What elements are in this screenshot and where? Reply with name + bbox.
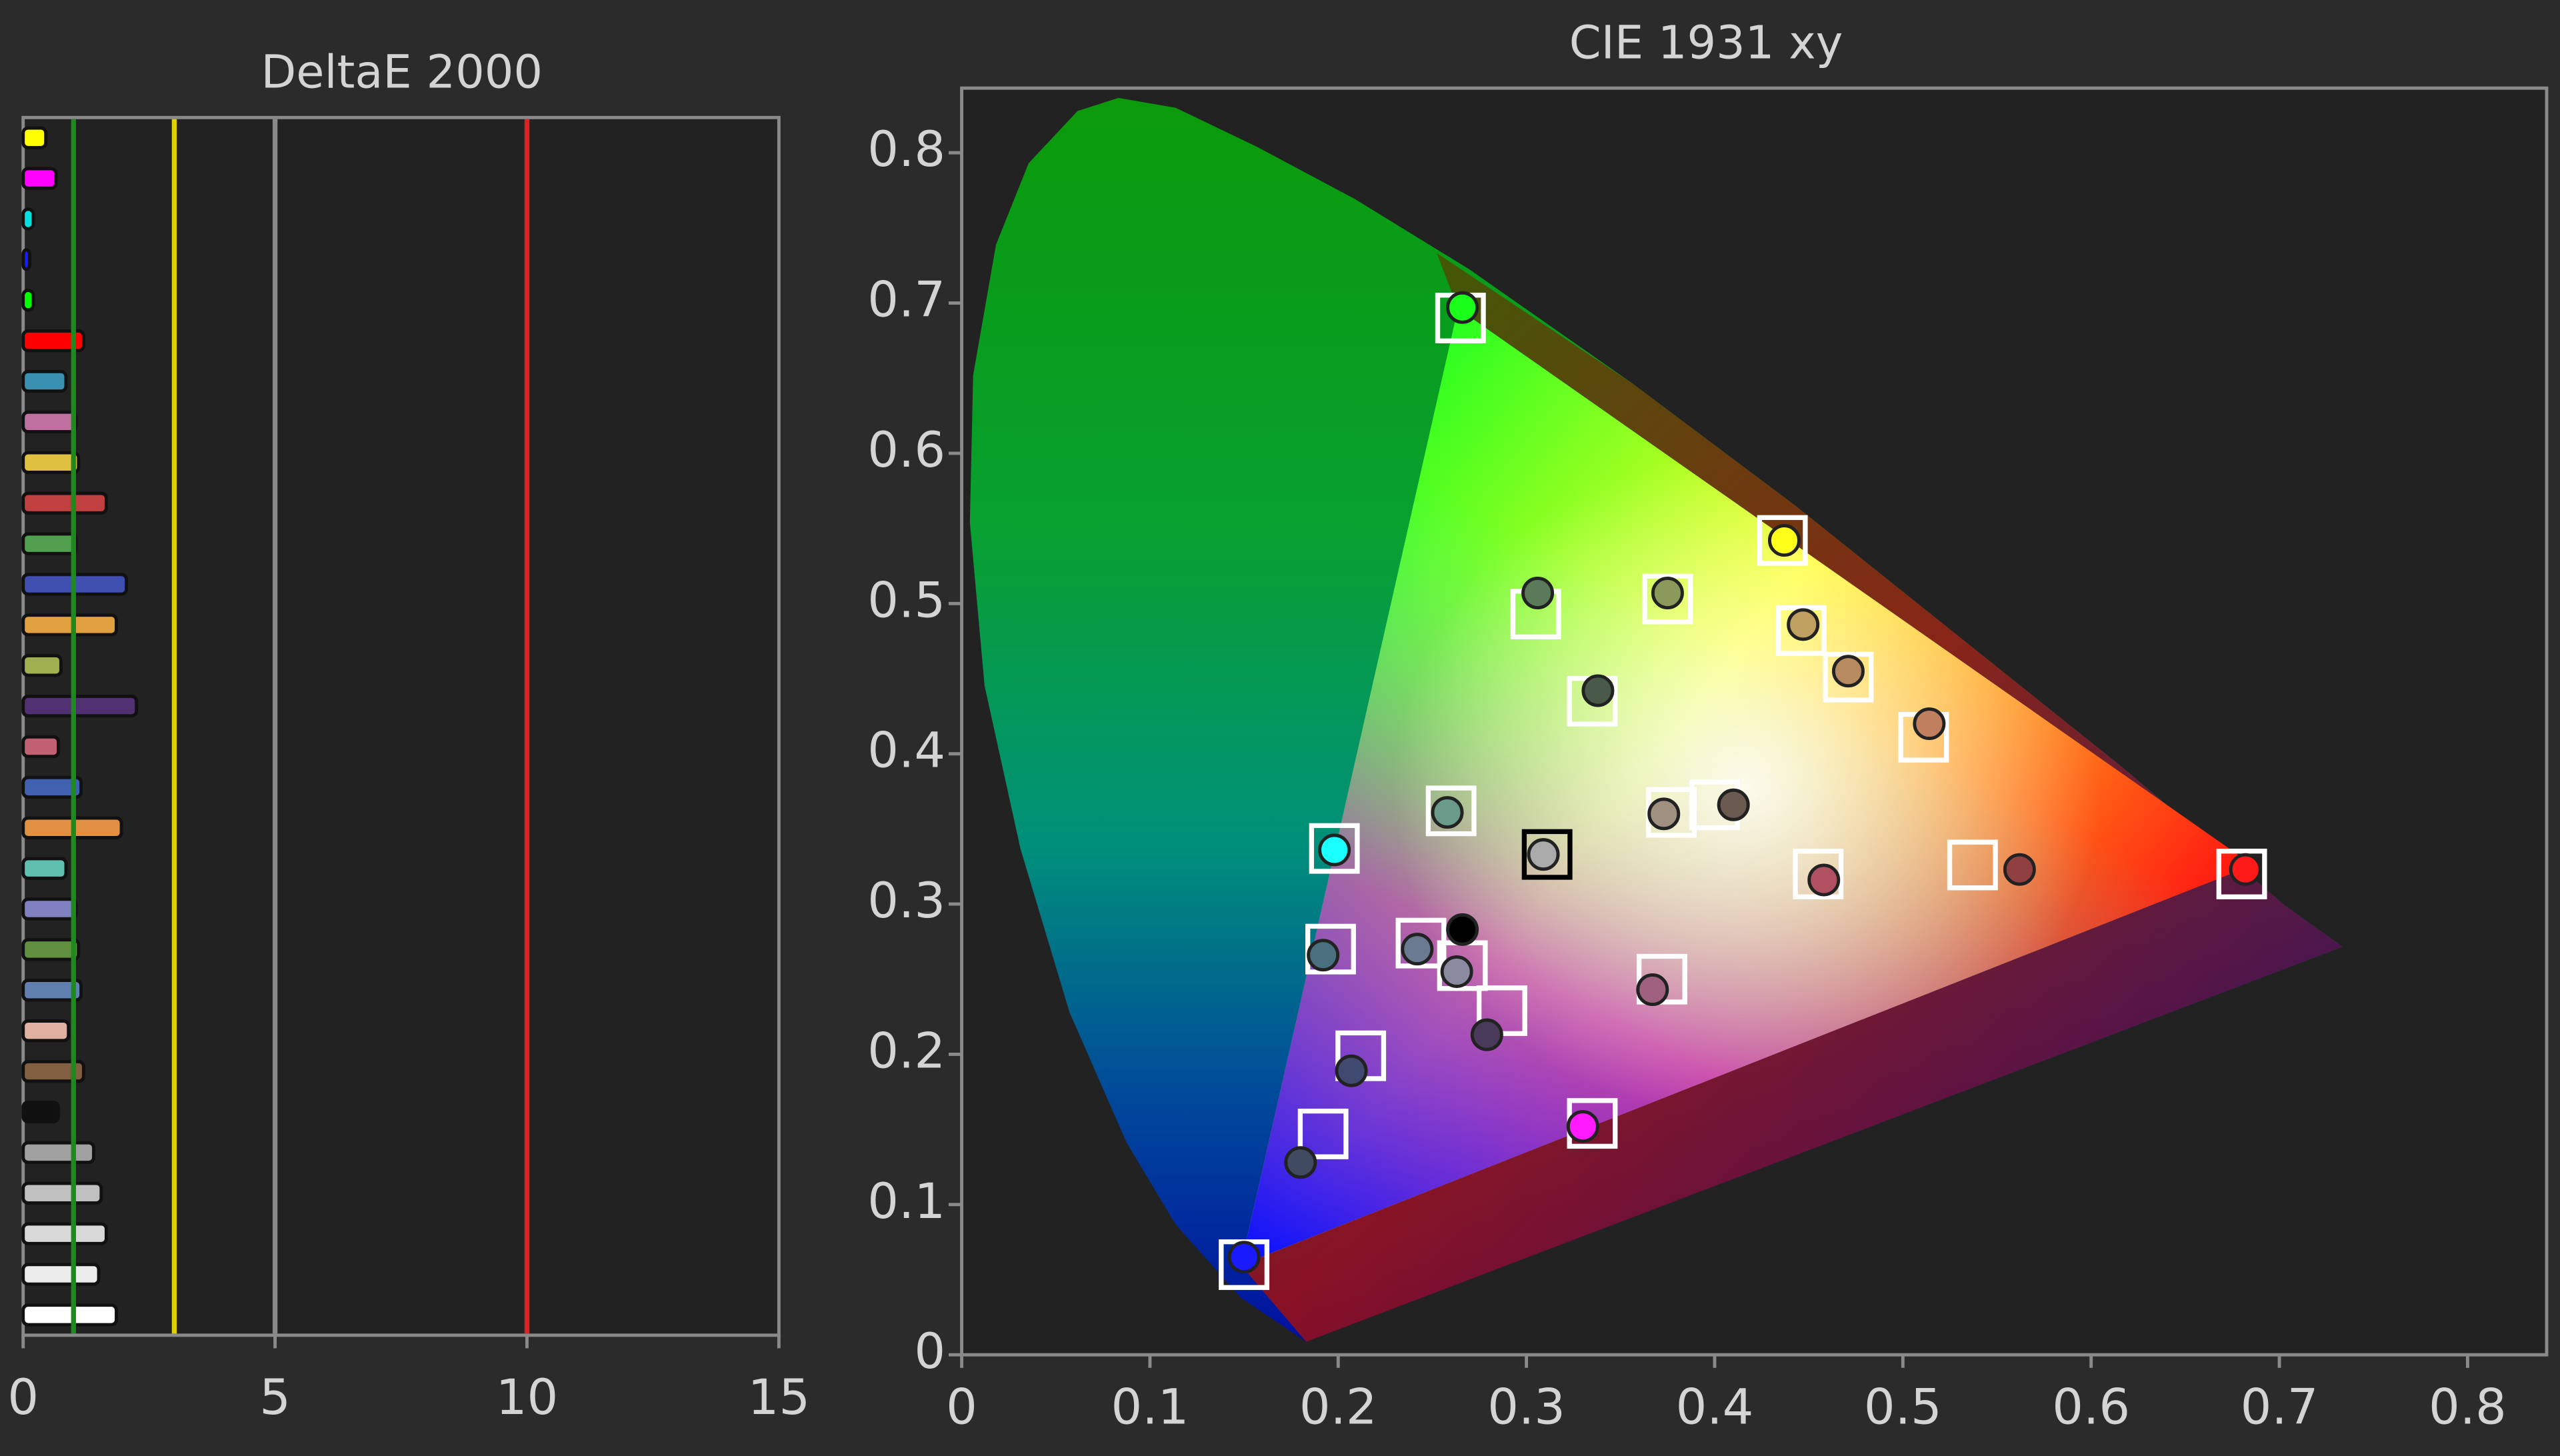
bar	[21, 979, 83, 1002]
bar	[21, 775, 83, 799]
measured-marker	[1401, 933, 1434, 966]
bar	[21, 289, 35, 312]
y-tick-label: 0.5	[867, 572, 945, 629]
bar	[21, 167, 58, 190]
bar	[21, 613, 118, 637]
plot-area	[21, 115, 781, 1337]
outer-gamut	[1241, 253, 2343, 1342]
x-tick-label: 0.1	[1111, 1379, 1189, 1435]
x-tick-label: 0	[7, 1369, 39, 1426]
bar	[21, 1222, 108, 1245]
measured-marker	[1717, 788, 1750, 821]
bar	[21, 369, 68, 393]
target-marker	[1425, 785, 1477, 837]
x-tick-label: 0.5	[1864, 1379, 1942, 1435]
measured-marker	[1767, 524, 1801, 557]
measured-marker	[1307, 939, 1340, 972]
x-tick-label: 0.8	[2429, 1379, 2507, 1435]
bar	[21, 654, 63, 677]
y-tick-label: 0.7	[867, 272, 945, 329]
x-tick-label: 10	[496, 1369, 558, 1426]
measured-marker	[1521, 577, 1555, 609]
target-marker	[1757, 515, 1808, 566]
measured-marker	[1651, 577, 1684, 609]
x-tick-label: 5	[259, 1369, 291, 1426]
bar	[21, 248, 31, 271]
x-tick-label: 0.6	[2052, 1379, 2130, 1435]
measured-marker	[1318, 833, 1351, 867]
measured-marker	[1335, 1054, 1368, 1087]
measured-marker	[1566, 1110, 1599, 1143]
y-tick-label: 0.4	[867, 723, 945, 779]
x-tick-label: 0.2	[1299, 1379, 1377, 1435]
bar	[21, 1263, 101, 1286]
y-tick-label: 0.8	[867, 121, 945, 178]
measured-marker	[1807, 863, 1841, 897]
measured-marker	[1787, 608, 1820, 641]
bar	[21, 1303, 118, 1327]
chart-title: DeltaE 2000	[261, 46, 543, 99]
x-tick-label: 0	[946, 1379, 977, 1435]
target-marker	[1642, 573, 1693, 625]
target-marker	[1823, 651, 1874, 703]
measured-marker	[1470, 1018, 1503, 1051]
bar	[21, 897, 78, 921]
measured-marker	[1831, 655, 1865, 688]
measured-marker	[1227, 1241, 1261, 1274]
target-marker	[2216, 849, 2267, 899]
bar	[21, 857, 68, 880]
target-marker	[1521, 829, 1573, 880]
chart-title: CIE 1931 xy	[1569, 17, 1843, 70]
bar	[21, 207, 35, 231]
y-tick-label: 0	[914, 1323, 945, 1380]
bar	[21, 126, 48, 149]
measured-marker	[1284, 1146, 1317, 1179]
measured-marker	[1446, 913, 1479, 946]
measured-marker	[1636, 973, 1669, 1006]
bar	[21, 1141, 95, 1164]
y-tick-label: 0.2	[867, 1023, 945, 1079]
bar	[21, 451, 81, 474]
measured-marker	[1440, 955, 1473, 988]
x-tick-label: 15	[748, 1369, 810, 1426]
y-tick-label: 0.3	[867, 873, 945, 929]
bar	[21, 532, 78, 555]
bar	[21, 329, 85, 353]
bar	[21, 410, 78, 434]
x-tick-label: 0.7	[2241, 1379, 2319, 1435]
bar	[21, 1019, 71, 1043]
measured-marker	[1581, 674, 1615, 707]
bar	[21, 938, 81, 961]
y-tick-label: 0.1	[867, 1173, 945, 1230]
target-marker	[1793, 849, 1844, 899]
x-tick-label: 0.3	[1487, 1379, 1565, 1435]
target-marker	[1305, 923, 1356, 975]
target-marker	[1775, 605, 1827, 656]
measured-marker	[2229, 853, 2262, 886]
measured-marker	[1446, 291, 1479, 324]
measured-marker	[1527, 838, 1560, 871]
bar	[21, 694, 139, 718]
bar	[21, 1100, 61, 1124]
bar	[21, 491, 108, 515]
target-marker	[1947, 839, 1998, 891]
measured-marker	[1647, 797, 1681, 831]
y-tick-label: 0.6	[867, 422, 945, 479]
bar	[21, 735, 61, 759]
measured-marker	[1431, 796, 1464, 829]
bar	[21, 1181, 103, 1205]
x-tick-label: 0.4	[1676, 1379, 1754, 1435]
target-marker	[1309, 823, 1360, 874]
measured-marker	[2003, 853, 2036, 886]
target-marker	[1297, 1108, 1349, 1159]
measured-marker	[1913, 707, 1946, 741]
bar	[21, 1059, 85, 1083]
